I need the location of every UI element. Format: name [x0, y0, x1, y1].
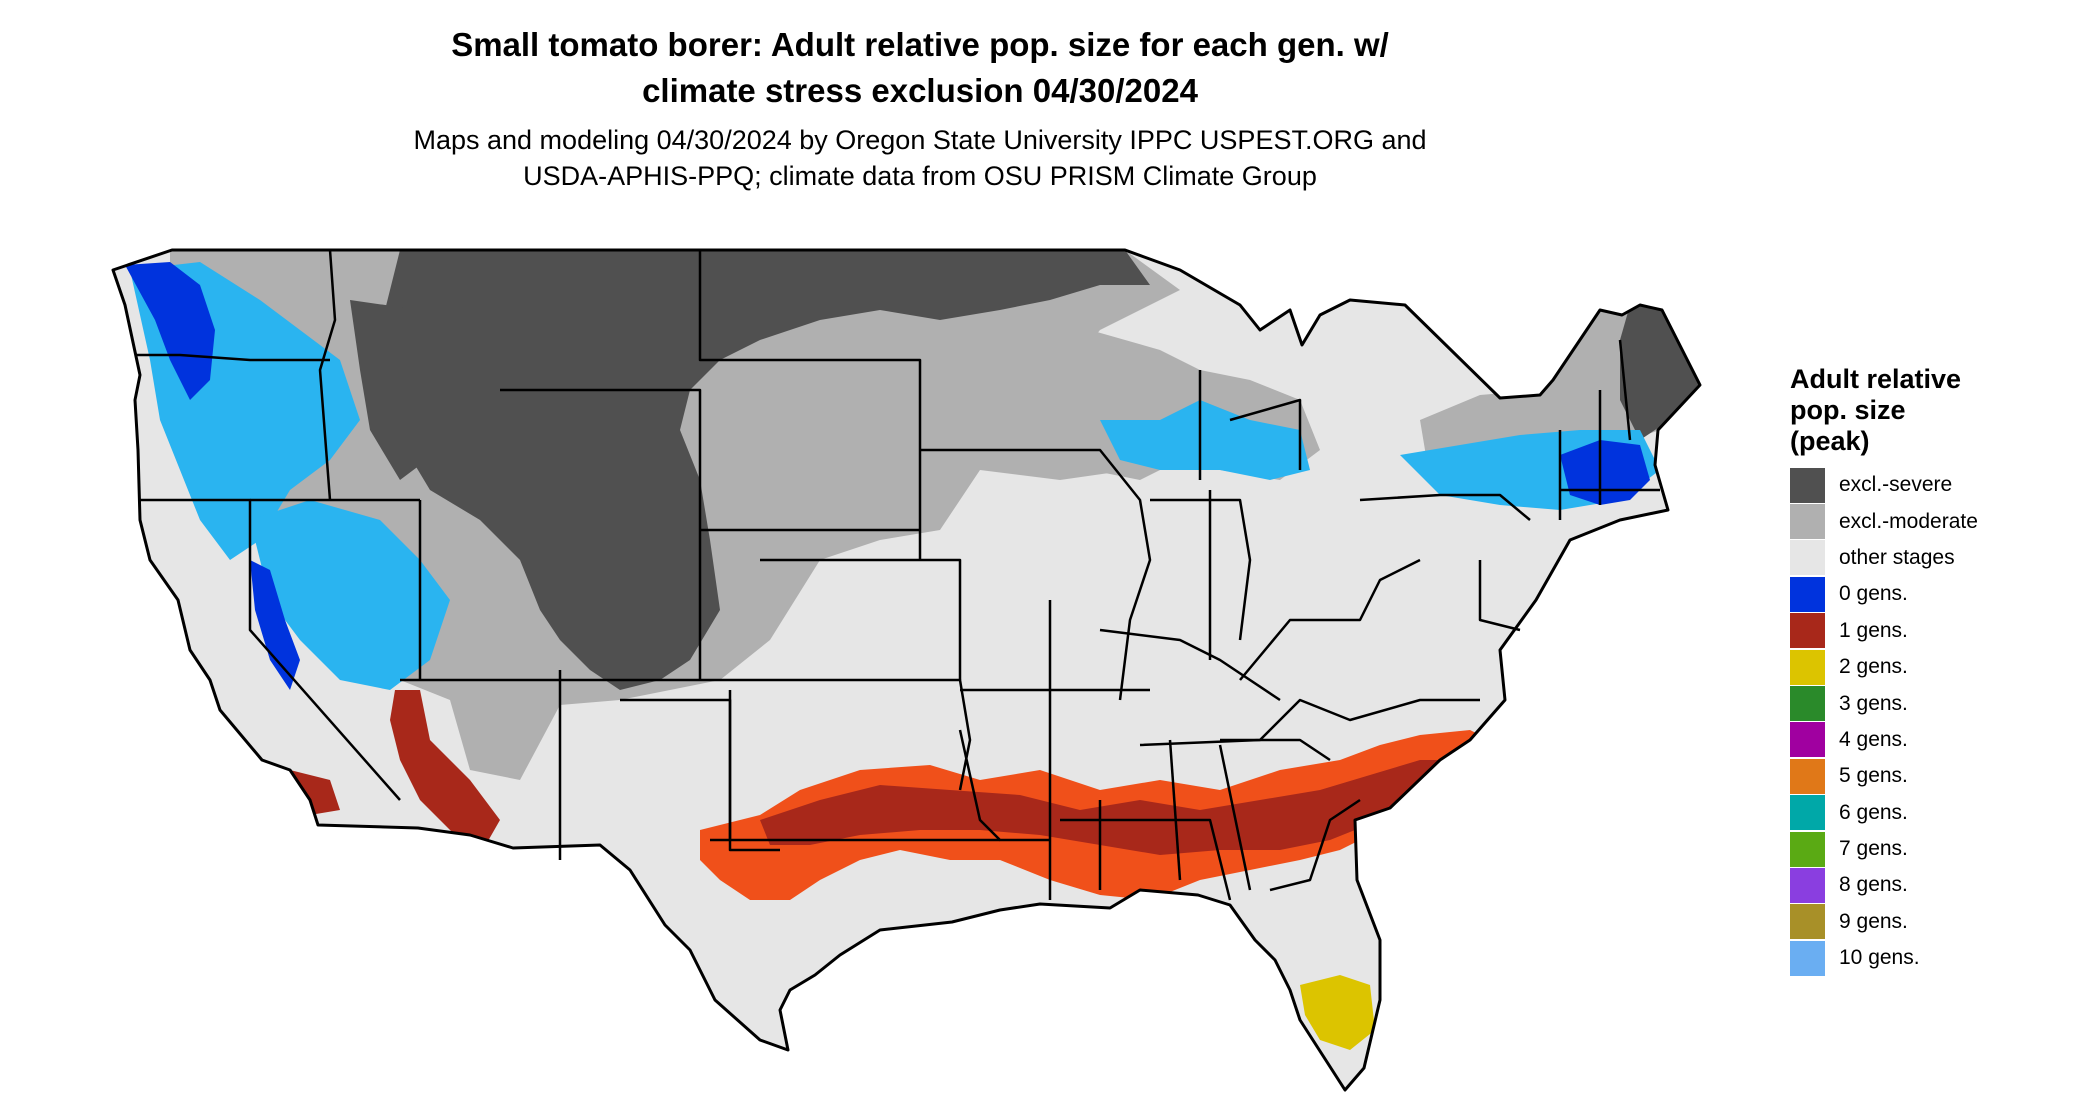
legend-swatch	[1790, 758, 1825, 794]
legend-swatch	[1790, 540, 1825, 576]
subtitle-line-1: Maps and modeling 04/30/2024 by Oregon S…	[413, 125, 1427, 155]
legend: Adult relative pop. size (peak) excl.-se…	[1790, 364, 1978, 976]
legend-swatch	[1790, 467, 1825, 503]
legend-item: 5 gens.	[1790, 758, 1978, 794]
legend-item: 8 gens.	[1790, 867, 1978, 903]
severe-exclusion-northeast	[1620, 305, 1700, 440]
legend-label: 4 gens.	[1839, 727, 1908, 751]
legend-title-line-1: Adult relative	[1790, 364, 1962, 394]
legend-label: 9 gens.	[1839, 909, 1908, 933]
legend-item: excl.-severe	[1790, 467, 1978, 503]
zero-gen-sierra	[250, 560, 300, 690]
two-gen-south-texas	[818, 990, 885, 1060]
legend-item: excl.-moderate	[1790, 503, 1978, 540]
legend-item: 10 gens.	[1790, 940, 1978, 976]
legend-label: excl.-severe	[1839, 473, 1953, 497]
legend-swatch	[1790, 504, 1825, 540]
us-map	[111, 248, 1702, 1092]
legend-label: 6 gens.	[1839, 800, 1908, 824]
blue-band-great-basin	[250, 500, 450, 690]
legend-label: 2 gens.	[1839, 655, 1908, 679]
title-line-2: climate stress exclusion 04/30/2024	[642, 72, 1198, 109]
legend-label: 10 gens.	[1839, 946, 1920, 970]
map-subtitle: Maps and modeling 04/30/2024 by Oregon S…	[300, 122, 1540, 194]
legend-title: Adult relative pop. size (peak)	[1790, 364, 1978, 457]
legend-item: other stages	[1790, 540, 1978, 576]
legend-label: 3 gens.	[1839, 691, 1908, 715]
legend-swatch	[1790, 867, 1825, 903]
legend-items: excl.-severe excl.-moderate other stages 0 …	[1790, 467, 1978, 976]
legend-label: 0 gens.	[1839, 582, 1908, 606]
subtitle-line-2: USDA-APHIS-PPQ; climate data from OSU PR…	[523, 161, 1317, 191]
legend-swatch	[1790, 795, 1825, 831]
one-gen-socal	[290, 770, 340, 815]
map-layers	[113, 250, 1700, 1090]
legend-item: 1 gens.	[1790, 613, 1978, 649]
legend-label: other stages	[1839, 545, 1955, 569]
zero-gen-cascades	[125, 262, 215, 400]
legend-swatch	[1790, 576, 1825, 612]
legend-swatch	[1790, 722, 1825, 758]
legend-swatch	[1790, 613, 1825, 649]
blue-band-lakes	[1100, 400, 1310, 480]
legend-item: 7 gens.	[1790, 831, 1978, 867]
one-gen-south-core	[760, 760, 1460, 855]
us-outline	[111, 248, 1702, 1092]
legend-item: 2 gens.	[1790, 649, 1978, 685]
legend-label: 1 gens.	[1839, 618, 1908, 642]
legend-swatch	[1790, 940, 1825, 976]
legend-swatch	[1790, 649, 1825, 685]
title-line-1: Small tomato borer: Adult relative pop. …	[451, 26, 1389, 63]
one-gen-southwest	[390, 690, 500, 855]
legend-title-line-2: pop. size	[1790, 395, 1906, 425]
legend-item: 4 gens.	[1790, 722, 1978, 758]
map-title: Small tomato borer: Adult relative pop. …	[300, 22, 1540, 114]
severe-exclusion-north	[380, 250, 1150, 690]
legend-swatch	[1790, 831, 1825, 867]
legend-item: 0 gens.	[1790, 576, 1978, 612]
legend-label: 7 gens.	[1839, 837, 1908, 861]
legend-item: 3 gens.	[1790, 685, 1978, 722]
legend-title-line-3: (peak)	[1790, 426, 1870, 456]
severe-exclusion-west	[350, 300, 450, 480]
legend-label: 8 gens.	[1839, 873, 1908, 897]
legend-item: 6 gens.	[1790, 795, 1978, 831]
state-borders	[135, 249, 1660, 901]
legend-swatch	[1790, 904, 1825, 940]
legend-label: 5 gens.	[1839, 764, 1908, 788]
legend-label: excl.-moderate	[1839, 509, 1978, 533]
legend-swatch	[1790, 686, 1825, 722]
two-gen-south-florida	[1300, 975, 1375, 1050]
legend-item: 9 gens.	[1790, 904, 1978, 940]
